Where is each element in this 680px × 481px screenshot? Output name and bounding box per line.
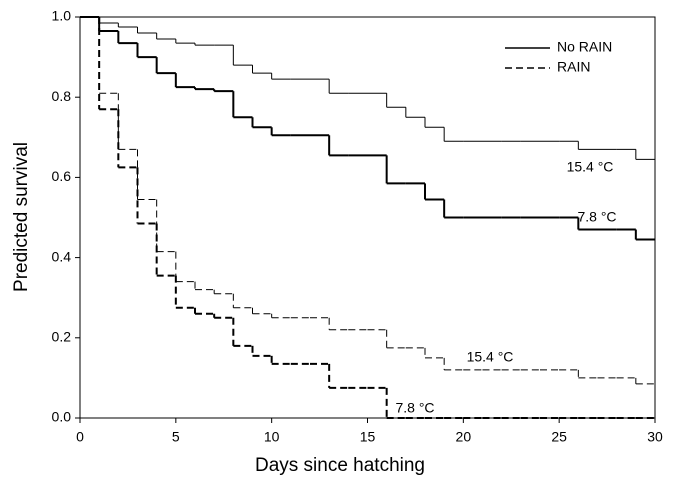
- legend-label: No RAIN: [557, 39, 612, 55]
- series-line: [80, 16, 655, 160]
- x-tick-label: 15: [360, 429, 376, 445]
- series-annotation: 15.4 °C: [467, 349, 514, 365]
- y-tick-label: 0.2: [52, 329, 72, 345]
- y-tick-label: 0.8: [52, 88, 72, 104]
- series-annotation: 7.8 °C: [577, 209, 616, 225]
- y-tick-label: 0.6: [52, 168, 72, 184]
- legend-label: RAIN: [557, 59, 590, 75]
- y-tick-label: 0.4: [52, 248, 72, 264]
- x-tick-label: 20: [456, 429, 472, 445]
- x-tick-label: 5: [172, 429, 180, 445]
- series-annotation: 15.4 °C: [567, 159, 614, 175]
- x-tick-label: 30: [647, 429, 663, 445]
- x-tick-label: 25: [551, 429, 567, 445]
- series-line: [80, 16, 655, 241]
- series-line: [80, 16, 655, 419]
- x-tick-label: 0: [76, 429, 84, 445]
- y-tick-label: 1.0: [52, 8, 72, 24]
- series-annotation: 7.8 °C: [395, 400, 434, 416]
- x-axis-label: Days since hatching: [255, 455, 425, 476]
- x-tick-label: 10: [264, 429, 280, 445]
- y-axis-label: Predicted survival: [11, 142, 32, 292]
- y-tick-label: 0.0: [52, 409, 72, 425]
